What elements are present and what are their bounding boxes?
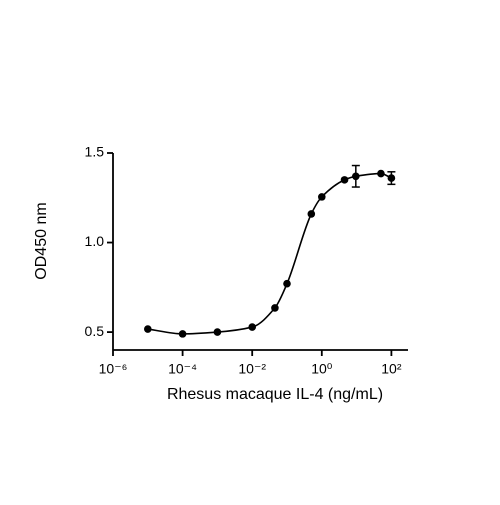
y-tick-label: 0.5 [85, 323, 105, 339]
data-point [213, 328, 222, 336]
data-point [317, 193, 326, 201]
data-point [307, 210, 316, 218]
x-tick-label: 10⁻⁶ [99, 361, 128, 377]
y-tick-label: 1.5 [85, 144, 105, 160]
data-point [178, 330, 187, 338]
data-point [340, 176, 349, 184]
x-axis-label: Rhesus macaque IL-4 (ng/mL) [167, 386, 383, 403]
x-tick-label: 10² [381, 361, 402, 377]
data-point [283, 279, 291, 288]
x-tick-label: 10⁻⁴ [168, 361, 197, 377]
fit-curve [147, 172, 392, 335]
y-tick-label: 1.0 [85, 233, 105, 249]
data-point [352, 172, 360, 181]
data-point [387, 174, 396, 182]
y-axis-label: OD450 nm [33, 202, 50, 279]
data-point [248, 323, 256, 331]
data-point [271, 304, 279, 312]
x-tick-label: 10⁰ [311, 361, 333, 377]
data-point [143, 325, 152, 333]
data-point [377, 169, 385, 178]
x-tick-label: 10⁻² [238, 361, 266, 377]
